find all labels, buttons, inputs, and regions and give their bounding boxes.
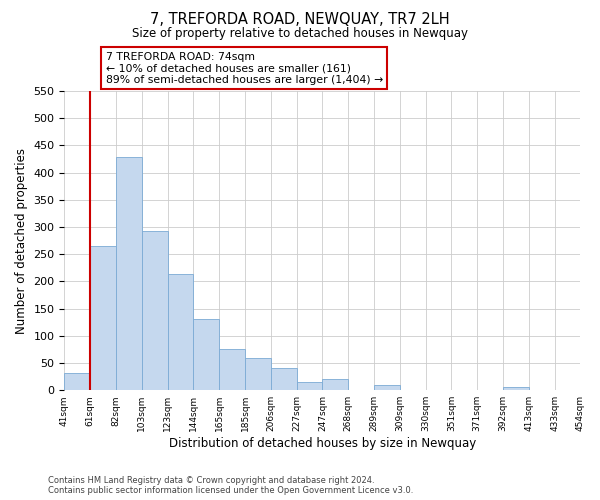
Bar bbox=[219, 349, 245, 390]
Bar bbox=[116, 158, 142, 390]
Bar bbox=[167, 274, 193, 390]
Bar bbox=[374, 385, 400, 390]
Bar bbox=[90, 246, 116, 390]
Text: 7, TREFORDA ROAD, NEWQUAY, TR7 2LH: 7, TREFORDA ROAD, NEWQUAY, TR7 2LH bbox=[150, 12, 450, 28]
Bar bbox=[142, 231, 167, 390]
Bar bbox=[580, 388, 600, 390]
X-axis label: Distribution of detached houses by size in Newquay: Distribution of detached houses by size … bbox=[169, 437, 476, 450]
Text: Size of property relative to detached houses in Newquay: Size of property relative to detached ho… bbox=[132, 28, 468, 40]
Bar bbox=[503, 388, 529, 390]
Bar bbox=[64, 373, 90, 390]
Bar bbox=[296, 382, 322, 390]
Bar bbox=[271, 368, 296, 390]
Text: 7 TREFORDA ROAD: 74sqm
← 10% of detached houses are smaller (161)
89% of semi-de: 7 TREFORDA ROAD: 74sqm ← 10% of detached… bbox=[106, 52, 383, 85]
Bar bbox=[193, 320, 219, 390]
Bar bbox=[245, 358, 271, 390]
Text: Contains HM Land Registry data © Crown copyright and database right 2024.
Contai: Contains HM Land Registry data © Crown c… bbox=[48, 476, 413, 495]
Bar bbox=[322, 379, 348, 390]
Y-axis label: Number of detached properties: Number of detached properties bbox=[15, 148, 28, 334]
